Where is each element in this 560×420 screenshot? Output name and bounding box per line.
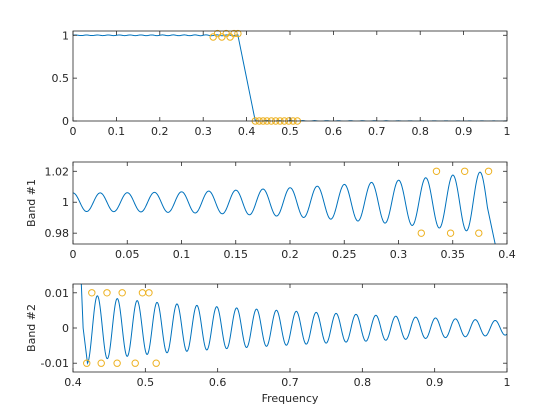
axes-frame <box>72 30 508 122</box>
y-tick-label: 0.01 <box>45 287 70 300</box>
y-axis-label: Band #2 <box>25 304 38 352</box>
extremum-marker <box>113 359 121 367</box>
extremum-marker <box>460 167 469 175</box>
x-tick-label: 0.15 <box>224 248 249 261</box>
x-tick-label: 0.1 <box>108 125 126 138</box>
x-tick-label: 0.9 <box>426 376 444 389</box>
x-tick-label: 0.3 <box>194 125 212 138</box>
y-tick-label: 0 <box>62 115 69 128</box>
extremum-marker <box>145 289 153 297</box>
response-curve <box>80 284 507 365</box>
axes-2: 0 0.05 0.1 0.15 0.2 0.25 0.3 0.35 0.4 0.98 1 1.02 Ba… <box>25 161 516 261</box>
x-tick-label: 0.4 <box>64 376 82 389</box>
extremum-marker <box>432 167 441 175</box>
x-tick-label: 0.2 <box>281 248 299 261</box>
x-axis-label: Frequency <box>262 392 319 405</box>
x-tick-label: 0.5 <box>281 125 299 138</box>
y-tick-label: 1 <box>62 29 69 42</box>
x-tick-label: 0.5 <box>137 376 155 389</box>
x-tick-label: 0 <box>70 248 77 261</box>
extremum-marker <box>138 289 147 297</box>
y-axis-label: Band #1 <box>25 179 38 227</box>
extremum-marker <box>152 359 160 367</box>
y-tick-label: 0.5 <box>52 72 70 85</box>
x-tick-label: 0.9 <box>455 125 473 138</box>
extremum-marker <box>83 359 91 367</box>
x-tick-label: 0.8 <box>411 125 429 138</box>
extremum-marker <box>230 29 238 38</box>
y-tick-label: 0.98 <box>45 227 70 240</box>
y-tick-label: -0.01 <box>41 357 69 370</box>
extremum-marker <box>218 33 226 41</box>
axes-3: 0.4 0.5 0.6 0.7 0.8 0.9 1 -0.01 0 0.01 Band #2 Freq… <box>25 283 511 405</box>
extremum-marker <box>484 167 493 175</box>
extremum-marker <box>234 29 242 38</box>
x-tick-label: 1 <box>504 125 511 138</box>
extremum-marker <box>209 33 217 41</box>
extremum-marker <box>118 289 126 297</box>
x-tick-label: 0.05 <box>115 248 140 261</box>
x-tick-label: 0.7 <box>368 125 386 138</box>
response-curve <box>73 34 507 121</box>
x-tick-label: 0 <box>70 125 77 138</box>
extremum-marker <box>446 229 455 237</box>
x-tick-label: 0.3 <box>390 248 408 261</box>
extremum-marker <box>475 229 483 237</box>
y-tick-label: 0 <box>62 322 69 335</box>
y-tick-label: 1.02 <box>45 165 70 178</box>
x-tick-label: 0.1 <box>173 248 191 261</box>
x-tick-label: 0.4 <box>498 248 516 261</box>
y-tick-label: 1 <box>62 196 69 209</box>
response-curve <box>73 171 496 244</box>
axes-frame <box>72 161 508 245</box>
x-tick-label: 0.6 <box>209 376 227 389</box>
extremum-marker <box>417 229 425 237</box>
extremum-marker <box>131 359 139 367</box>
axes-1: 0 0.1 0.2 0.3 0.4 0.5 0.6 0.7 0.8 0.9 1 0 0.5 1 <box>52 29 511 138</box>
x-tick-label: 0.7 <box>281 376 299 389</box>
x-tick-label: 0.8 <box>354 376 372 389</box>
extremum-marker <box>103 289 111 297</box>
x-tick-label: 0.35 <box>441 248 466 261</box>
extremum-marker <box>88 289 96 297</box>
axes-frame <box>72 283 508 373</box>
extremum-marker <box>97 359 105 367</box>
x-tick-label: 1 <box>504 376 511 389</box>
x-tick-label: 0.2 <box>151 125 169 138</box>
x-tick-label: 0.6 <box>325 125 343 138</box>
x-tick-label: 0.25 <box>332 248 357 261</box>
x-tick-label: 0.4 <box>238 125 256 138</box>
